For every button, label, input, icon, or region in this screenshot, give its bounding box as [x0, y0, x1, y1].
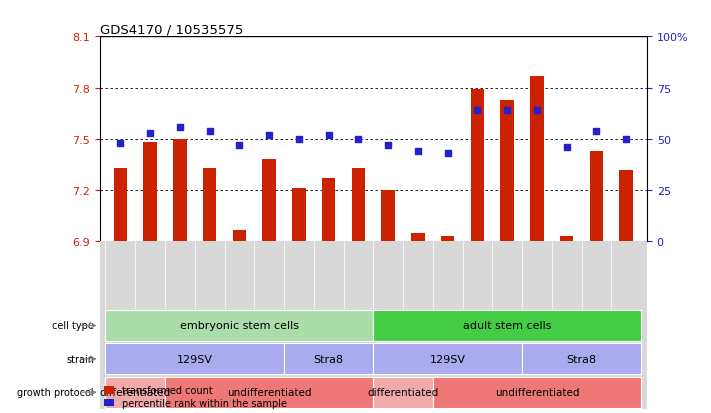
- Bar: [530, 76, 544, 242]
- Point: [293, 136, 304, 143]
- Bar: [262, 160, 276, 242]
- Point: [471, 107, 483, 114]
- Bar: [165, 377, 373, 408]
- Point: [531, 107, 542, 114]
- Bar: [203, 169, 216, 242]
- Bar: [560, 237, 573, 242]
- Point: [383, 142, 394, 149]
- Bar: [373, 344, 522, 374]
- Text: adult stem cells: adult stem cells: [463, 321, 552, 331]
- Bar: [114, 169, 127, 242]
- Point: [621, 136, 632, 143]
- Bar: [292, 189, 306, 242]
- Text: growth protocol: growth protocol: [18, 387, 94, 397]
- Point: [234, 142, 245, 149]
- Point: [114, 140, 126, 147]
- Point: [353, 136, 364, 143]
- Text: undifferentiated: undifferentiated: [227, 387, 311, 397]
- Bar: [322, 179, 336, 242]
- Point: [144, 130, 156, 137]
- Bar: [501, 100, 514, 242]
- Bar: [619, 170, 633, 242]
- Bar: [352, 169, 365, 242]
- Text: 129SV: 129SV: [177, 354, 213, 364]
- Bar: [144, 143, 157, 242]
- Bar: [433, 377, 641, 408]
- Bar: [522, 344, 641, 374]
- Point: [204, 128, 215, 135]
- Bar: [232, 230, 246, 242]
- Bar: [589, 152, 603, 242]
- Text: differentiated: differentiated: [100, 387, 171, 397]
- Bar: [105, 311, 373, 341]
- Bar: [105, 344, 284, 374]
- Point: [591, 128, 602, 135]
- Text: Stra8: Stra8: [567, 354, 597, 364]
- Text: strain: strain: [66, 354, 94, 364]
- Point: [561, 145, 572, 151]
- Bar: [105, 377, 165, 408]
- Point: [323, 132, 334, 139]
- Text: embryonic stem cells: embryonic stem cells: [180, 321, 299, 331]
- Point: [501, 107, 513, 114]
- Bar: [471, 90, 484, 242]
- Text: GDS4170 / 10535575: GDS4170 / 10535575: [100, 23, 243, 36]
- Text: differentiated: differentiated: [368, 387, 439, 397]
- Bar: [411, 233, 424, 242]
- Point: [174, 124, 186, 131]
- Bar: [373, 311, 641, 341]
- Point: [412, 149, 424, 155]
- Bar: [373, 377, 433, 408]
- Text: Stra8: Stra8: [314, 354, 343, 364]
- Bar: [173, 140, 186, 242]
- Bar: [284, 344, 373, 374]
- Point: [264, 132, 275, 139]
- Text: cell type: cell type: [52, 321, 94, 331]
- Bar: [382, 191, 395, 242]
- Point: [442, 151, 454, 157]
- Text: 129SV: 129SV: [429, 354, 466, 364]
- Legend: transformed count, percentile rank within the sample: transformed count, percentile rank withi…: [105, 385, 287, 408]
- Text: undifferentiated: undifferentiated: [495, 387, 579, 397]
- Bar: [441, 237, 454, 242]
